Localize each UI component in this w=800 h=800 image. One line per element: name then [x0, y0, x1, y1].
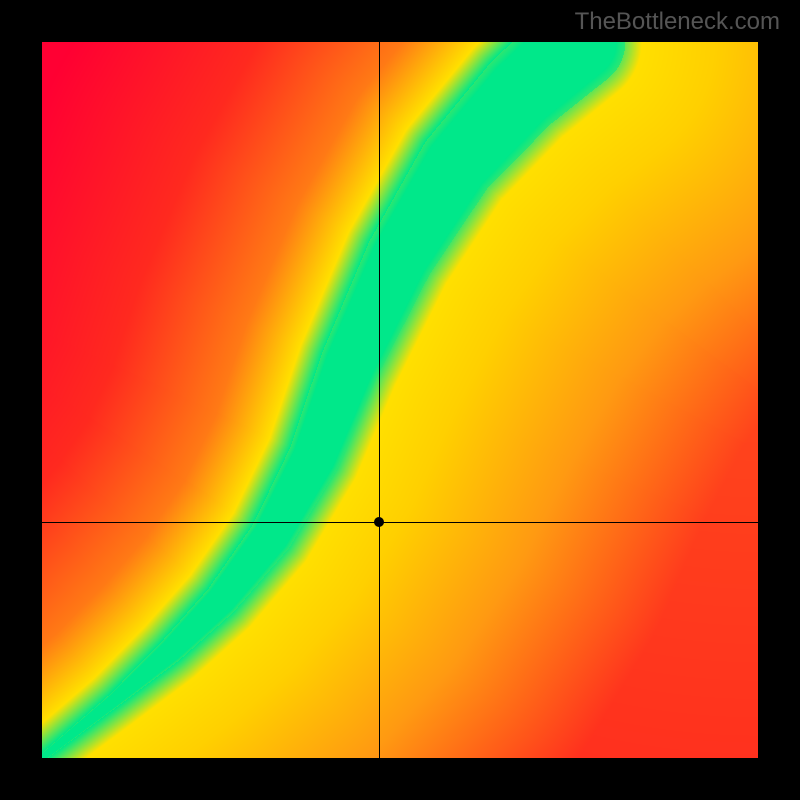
heatmap-canvas [42, 42, 758, 758]
plot-frame [0, 0, 800, 800]
crosshair-horizontal [42, 522, 758, 523]
watermark-text: TheBottleneck.com [575, 8, 780, 36]
chart-container: TheBottleneck.com [0, 0, 800, 800]
crosshair-vertical [379, 42, 380, 758]
marker-point [374, 517, 384, 527]
